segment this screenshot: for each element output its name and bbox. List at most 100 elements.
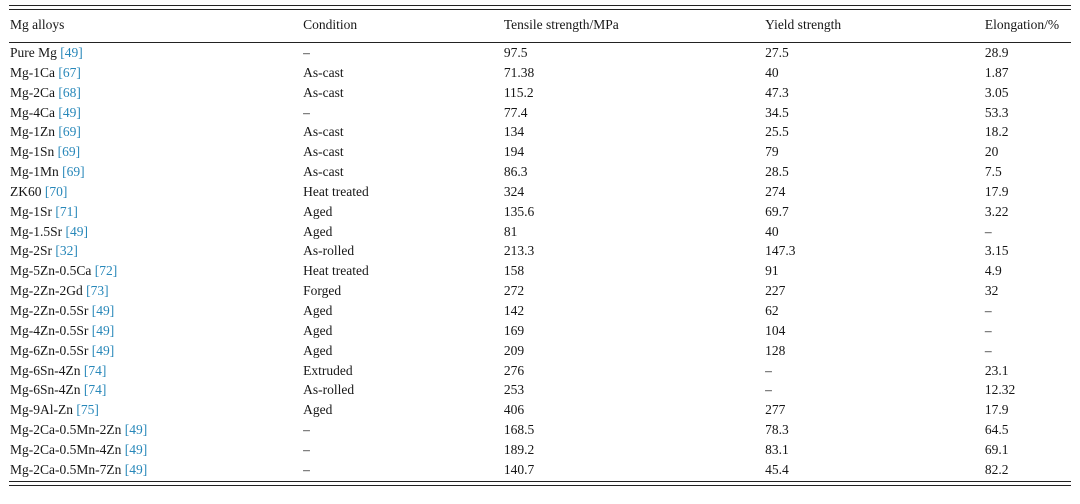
- citation-link[interactable]: [69]: [62, 164, 85, 180]
- elongation-cell: –: [984, 302, 992, 318]
- alloy-name: Mg-2Ca-0.5Mn-2Zn: [10, 422, 125, 438]
- tensile-strength-cell: 194: [503, 144, 525, 160]
- elongation-cell: 12.32: [984, 382, 1016, 398]
- yield-strength-cell: 277: [765, 402, 786, 418]
- alloy-cell: Mg-6Sn-4Zn [74]: [9, 380, 302, 400]
- table-row: Mg-2Ca-0.5Mn-4Zn [49] –189.2 83.1 69.1: [9, 440, 1071, 460]
- elongation-cell: 1.87: [984, 64, 1009, 80]
- citation-link[interactable]: [49]: [124, 422, 148, 438]
- citation-link[interactable]: [32]: [55, 243, 78, 259]
- alloy-cell: Mg-2Zn-0.5Sr [49]: [9, 301, 302, 321]
- alloy-name: Mg-6Sn-4Zn: [10, 382, 84, 398]
- alloy-name: Mg-2Ca-0.5Mn-7Zn: [10, 461, 125, 477]
- citation-link[interactable]: [49]: [91, 342, 115, 358]
- tensile-strength-cell: 253: [503, 382, 525, 398]
- tensile-strength-cell: 189.2: [503, 441, 535, 457]
- condition-cell: As-cast: [303, 144, 344, 160]
- yield-strength-cell: 40: [765, 64, 779, 80]
- condition-cell: Heat treated: [303, 263, 369, 279]
- yield-strength-cell: 91: [765, 263, 779, 279]
- tensile-strength-cell: 209: [503, 342, 525, 358]
- alloy-cell: Mg-1Sn [69]: [9, 142, 302, 162]
- condition-cell: Aged: [303, 203, 333, 219]
- alloy-name: Mg-4Zn-0.5Sr: [10, 322, 92, 338]
- condition-cell: –: [303, 104, 310, 120]
- citation-link[interactable]: [75]: [76, 402, 99, 418]
- citation-link[interactable]: [67]: [58, 64, 81, 80]
- table-top-rule: [9, 5, 1071, 10]
- citation-link[interactable]: [49]: [65, 223, 89, 239]
- yield-strength-cell: 227: [765, 283, 786, 299]
- elongation-cell: 3.05: [984, 84, 1009, 100]
- alloy-name: Mg-2Ca-0.5Mn-4Zn: [10, 441, 125, 457]
- yield-strength-cell: 47.3: [765, 84, 789, 100]
- yield-strength-cell: 79: [765, 144, 779, 160]
- citation-link[interactable]: [49]: [60, 45, 83, 60]
- citation-link[interactable]: [69]: [58, 124, 81, 140]
- table-row: Mg-5Zn-0.5Ca [72] Heat treated 158 91 4.9: [9, 261, 1071, 281]
- tensile-strength-cell: 169: [503, 322, 525, 338]
- alloy-cell: Mg-1Zn [69]: [9, 122, 302, 142]
- citation-link[interactable]: [70]: [44, 183, 68, 199]
- citation-link[interactable]: [49]: [91, 302, 115, 318]
- yield-strength-cell: 104: [765, 322, 786, 338]
- alloy-name: Mg-4Ca: [10, 104, 59, 120]
- condition-cell: Aged: [303, 322, 333, 338]
- alloy-cell: Pure Mg [49]: [9, 43, 302, 63]
- elongation-cell: 23.1: [984, 362, 1009, 378]
- tensile-strength-cell: 71.38: [503, 64, 535, 80]
- table-row: Mg-1Mn [69] As-cast 86.3 28.5 7.5: [9, 162, 1071, 182]
- elongation-cell: 53.3: [984, 104, 1009, 120]
- tensile-strength-cell: 324: [503, 183, 525, 199]
- table-row: Mg-2Ca [68] As-cast 115.2 47.3 3.05: [9, 83, 1071, 103]
- citation-link[interactable]: [49]: [58, 104, 81, 120]
- citation-link[interactable]: [49]: [124, 461, 148, 477]
- alloy-name: Mg-2Zn-2Gd: [10, 283, 87, 299]
- alloy-name: Mg-2Zn-0.5Sr: [10, 302, 92, 318]
- tensile-strength-cell: 142: [503, 302, 525, 318]
- citation-link[interactable]: [74]: [83, 382, 107, 398]
- citation-link[interactable]: [68]: [58, 84, 81, 100]
- citation-link[interactable]: [49]: [91, 322, 115, 338]
- table-row: Mg-2Ca-0.5Mn-2Zn [49] –168.5 78.3 64.5: [9, 420, 1071, 440]
- alloy-name: Mg-6Sn-4Zn: [10, 362, 84, 378]
- yield-strength-cell: –: [765, 362, 772, 378]
- table-row: Mg-1Ca [67] As-cast 71.38 40 1.87: [9, 63, 1071, 83]
- alloy-name: Mg-9Al-Zn: [10, 402, 77, 418]
- table-row: Mg-2Zn-2Gd [73] Forged 272 227 32: [9, 281, 1071, 301]
- alloy-cell: Mg-2Ca-0.5Mn-7Zn [49]: [9, 460, 302, 480]
- elongation-cell: 32: [984, 283, 999, 299]
- elongation-cell: 3.15: [984, 243, 1009, 259]
- citation-link[interactable]: [74]: [83, 362, 107, 378]
- column-header-mg-alloys: Mg alloys: [9, 10, 303, 43]
- alloy-cell: Mg-2Ca [68]: [9, 83, 302, 103]
- condition-cell: As-cast: [303, 164, 344, 180]
- citation-link[interactable]: [49]: [124, 441, 148, 457]
- yield-strength-cell: 69.7: [765, 203, 789, 219]
- table-row: Mg-6Zn-0.5Sr [49] Aged 209 128–: [9, 341, 1071, 361]
- citation-link[interactable]: [71]: [55, 203, 78, 219]
- elongation-cell: 17.9: [984, 183, 1009, 199]
- tensile-strength-cell: 81: [503, 223, 518, 239]
- tensile-strength-cell: 406: [503, 402, 525, 418]
- tensile-strength-cell: 168.5: [503, 422, 535, 438]
- citation-link[interactable]: [72]: [94, 263, 118, 279]
- tensile-strength-cell: 140.7: [503, 461, 535, 477]
- table-row: Pure Mg [49] –97.5 27.5 28.9: [9, 43, 1071, 63]
- yield-strength-cell: 62: [765, 302, 779, 318]
- citation-link[interactable]: [69]: [57, 144, 81, 160]
- tensile-strength-cell: 276: [503, 362, 525, 378]
- yield-strength-cell: –: [765, 382, 772, 398]
- alloy-cell: Mg-2Sr [32]: [9, 241, 302, 261]
- alloy-cell: Mg-4Zn-0.5Sr [49]: [9, 321, 302, 341]
- condition-cell: Forged: [303, 283, 342, 299]
- condition-cell: As-cast: [303, 64, 344, 80]
- column-header-elongation: Elongation/%: [983, 10, 1071, 43]
- table-row: Mg-2Ca-0.5Mn-7Zn [49] –140.7 45.4 82.2: [9, 460, 1071, 480]
- table-row: Mg-1Zn [69] As-cast 134 25.5 18.2: [9, 122, 1071, 142]
- alloy-name: Mg-1Sn: [10, 144, 58, 160]
- yield-strength-cell: 40: [765, 223, 779, 239]
- tensile-strength-cell: 134: [503, 124, 525, 140]
- citation-link[interactable]: [73]: [86, 283, 109, 299]
